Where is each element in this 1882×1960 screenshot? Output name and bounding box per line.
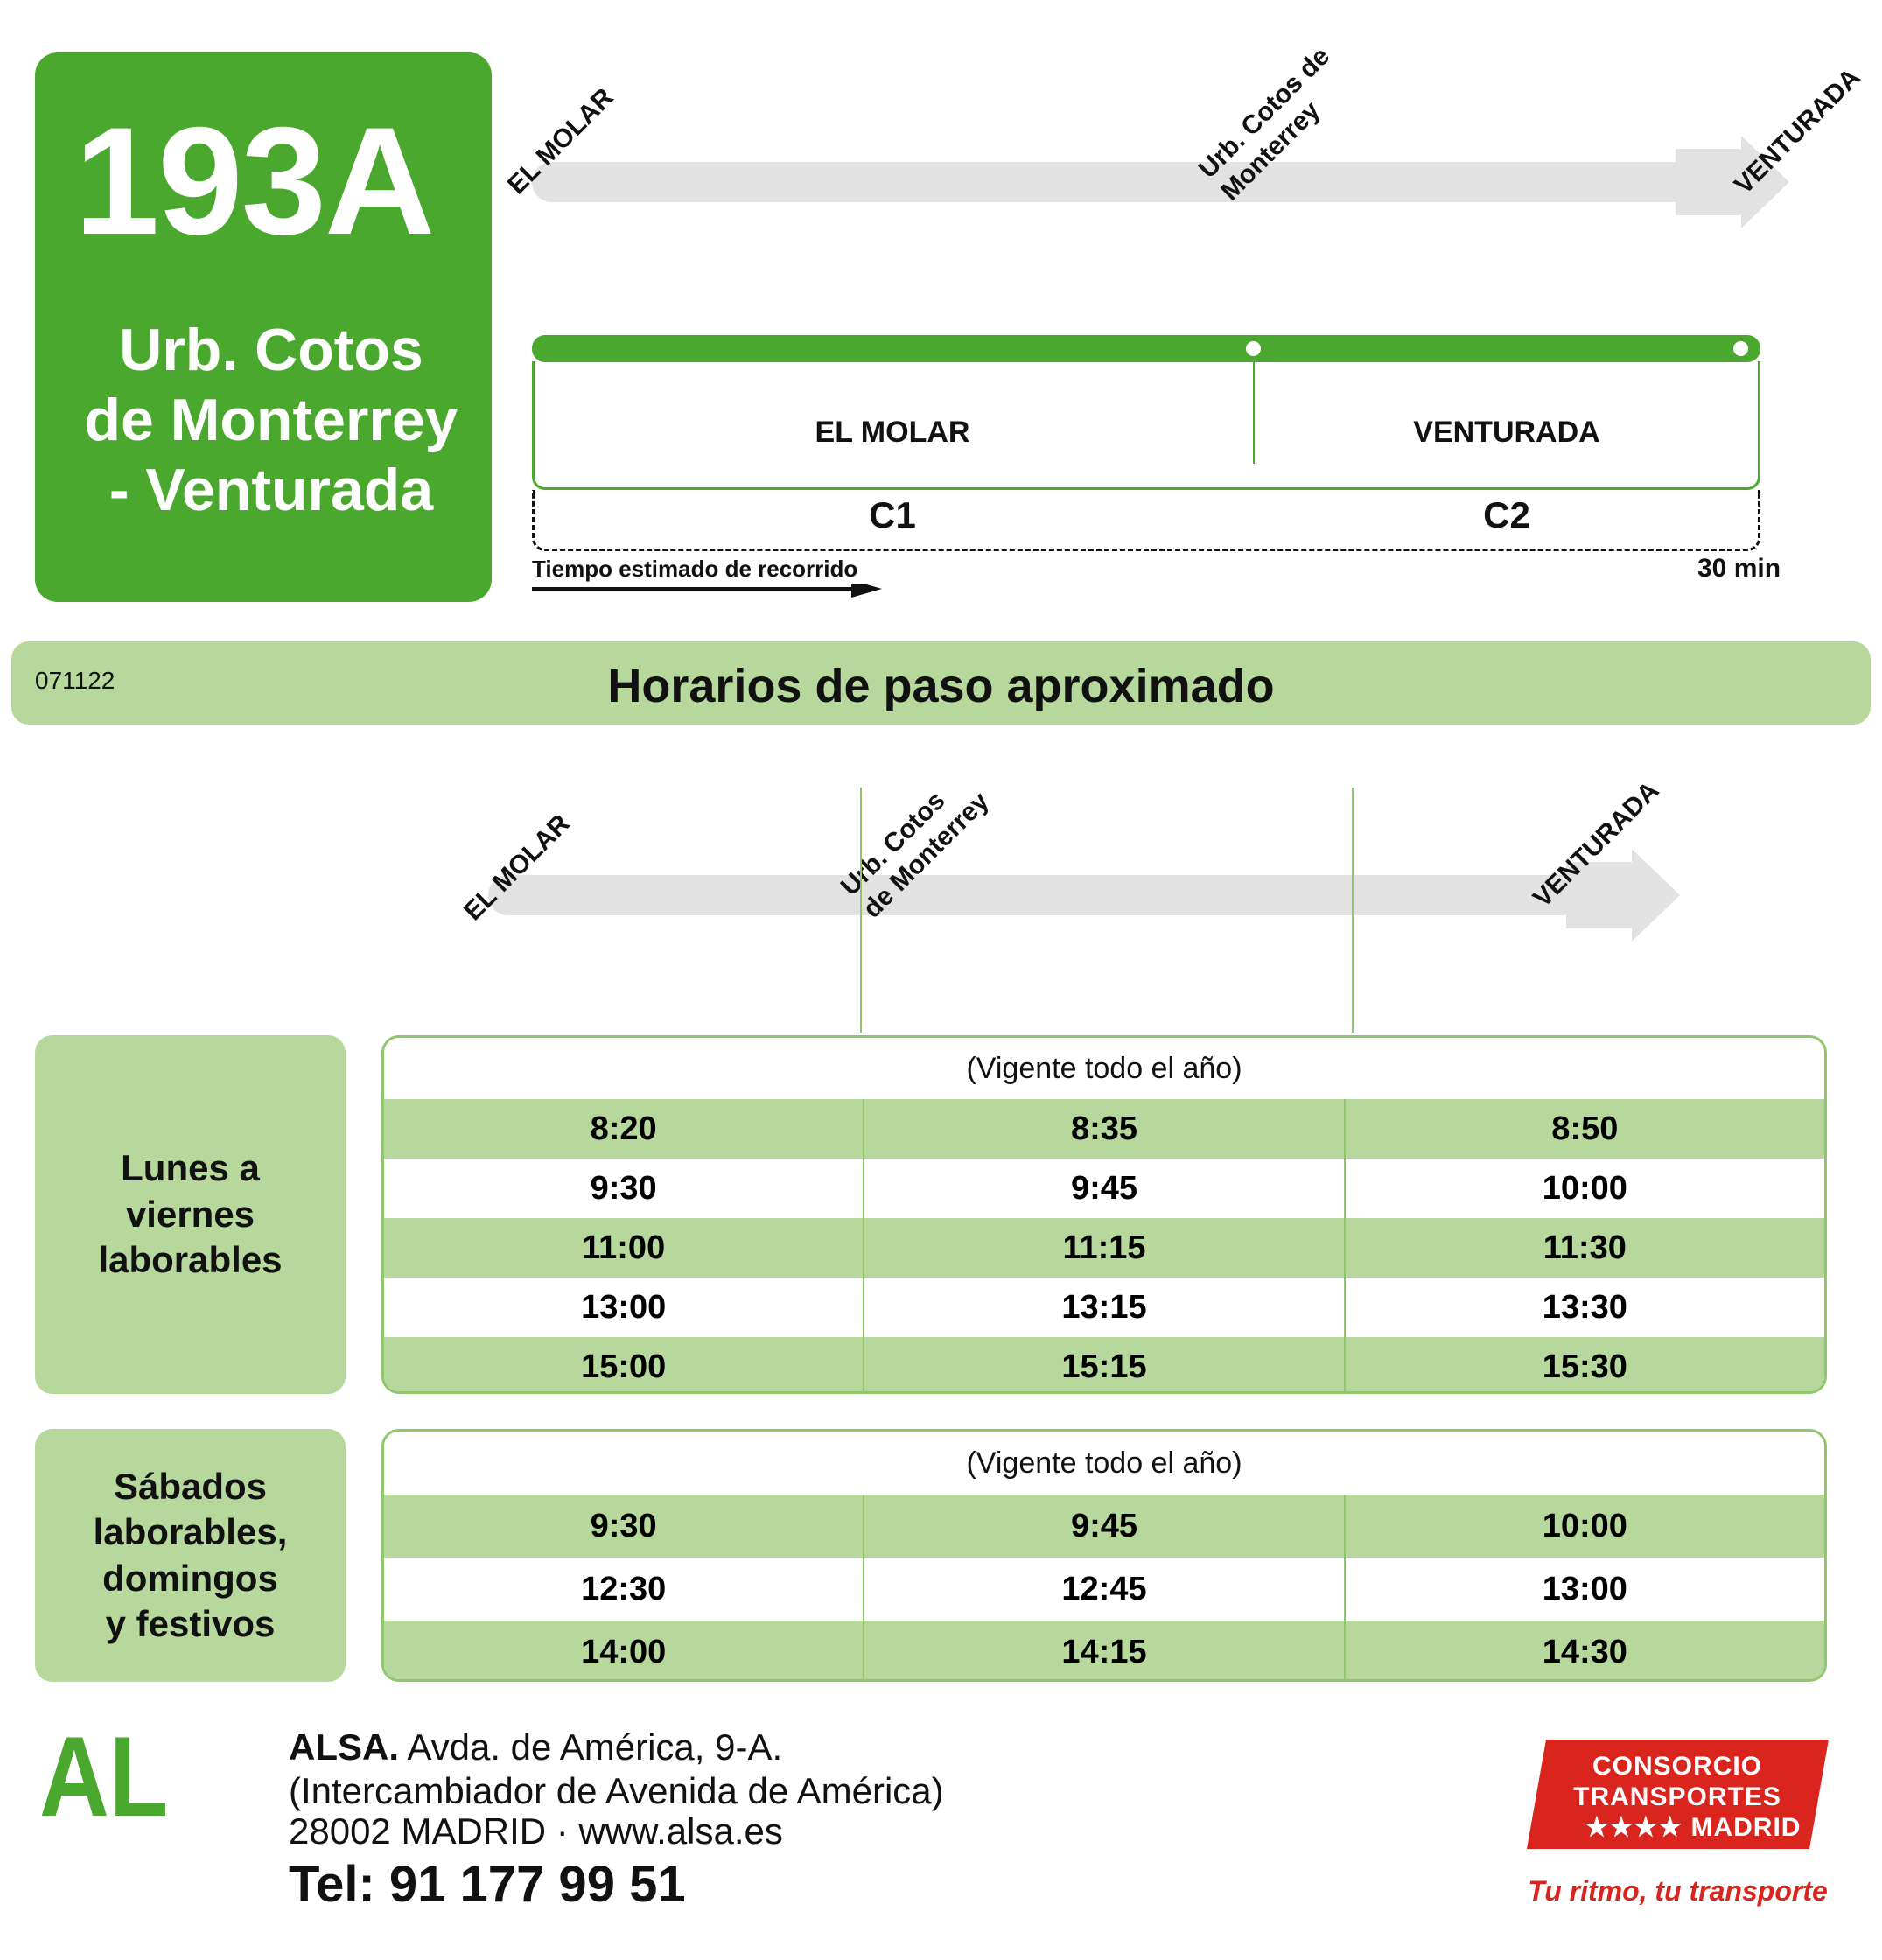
svg-text:★★★★ MADRID: ★★★★ MADRID [1585,1813,1802,1842]
svg-text:TRANSPORTES: TRANSPORTES [1573,1782,1781,1811]
svg-text:CONSORCIO: CONSORCIO [1592,1752,1762,1781]
